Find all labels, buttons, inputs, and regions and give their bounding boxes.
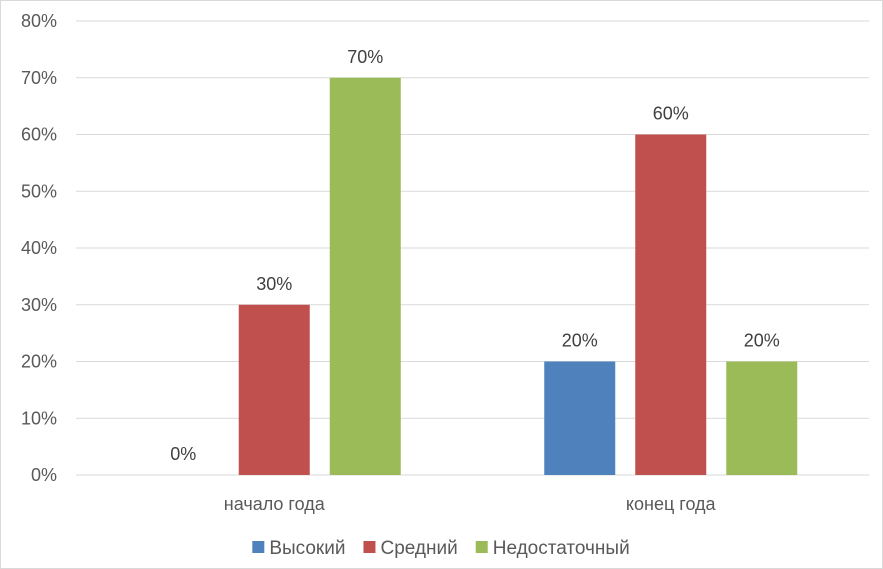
data-label: 0% bbox=[170, 444, 196, 464]
data-label: 70% bbox=[347, 47, 383, 67]
y-tick-label: 20% bbox=[21, 352, 57, 372]
data-label: 30% bbox=[256, 274, 292, 294]
legend-swatch bbox=[363, 541, 376, 553]
bar bbox=[635, 134, 707, 475]
x-category-label: конец года bbox=[626, 494, 717, 514]
bar bbox=[726, 361, 798, 475]
y-tick-label: 0% bbox=[31, 465, 57, 485]
legend-label: Высокий bbox=[269, 538, 345, 559]
y-tick-label: 10% bbox=[21, 408, 57, 428]
y-tick-label: 70% bbox=[21, 68, 57, 88]
x-category-label: начало года bbox=[224, 494, 326, 514]
data-label: 20% bbox=[744, 331, 780, 351]
legend-swatch bbox=[475, 541, 488, 553]
legend: Высокий Средний Недостаточный bbox=[252, 538, 630, 559]
bar bbox=[238, 304, 310, 475]
bar bbox=[544, 361, 616, 475]
data-label: 60% bbox=[653, 104, 689, 124]
legend-label: Недостаточный bbox=[493, 538, 630, 559]
y-tick-label: 40% bbox=[21, 238, 57, 258]
y-tick-label: 30% bbox=[21, 295, 57, 315]
y-tick-label: 80% bbox=[21, 11, 57, 31]
y-tick-label: 50% bbox=[21, 181, 57, 201]
legend-swatch bbox=[252, 541, 265, 553]
bar bbox=[329, 77, 401, 475]
legend-label: Средний bbox=[380, 538, 457, 559]
y-tick-label: 60% bbox=[21, 125, 57, 145]
data-label: 20% bbox=[562, 331, 598, 351]
